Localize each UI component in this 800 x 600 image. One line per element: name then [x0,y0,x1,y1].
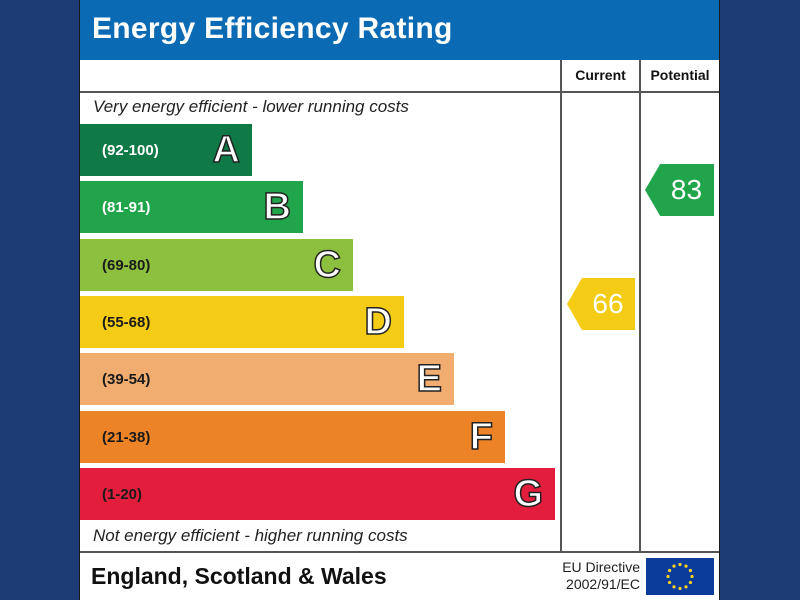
band-e: (39-54) E [80,353,454,405]
band-b: (81-91) B [80,181,303,233]
current-column-divider [560,60,562,552]
band-letter: G [513,472,544,516]
band-letter: A [212,128,241,172]
eu-star [672,585,676,589]
eu-star [672,564,676,568]
energy-rating-card: Energy Efficiency Rating Current Potenti… [79,0,720,600]
band-d: (55-68) D [80,296,404,348]
eu-star [684,585,688,589]
band-letter: C [313,243,342,287]
potential-column-header: Potential [650,67,710,83]
region-label: England, Scotland & Wales [91,563,387,589]
band-f: (21-38) F [80,411,505,463]
eu-star [668,580,672,585]
chart-title: Energy Efficiency Rating [80,0,719,57]
eu-star [678,562,682,567]
band-range: (69-80) [102,256,151,274]
band-letter: F [469,415,494,459]
current-rating-arrow: 66 [567,278,635,330]
eu-directive-line2: 2002/91/EC [566,576,640,592]
column-header-divider [80,91,719,93]
band-range: (92-100) [102,141,159,159]
current-rating-value: 66 [592,288,624,319]
eu-directive: EU Directive 2002/91/EC [548,559,640,593]
eu-flag-stars [666,562,694,591]
band-letter: B [263,185,292,229]
band-letter: E [416,357,443,401]
potential-column-divider [639,60,641,552]
top-caption: Very energy efficient - lower running co… [93,97,409,116]
header-divider [80,57,719,60]
band-range: (39-54) [102,370,151,388]
eu-star [690,574,694,579]
eu-star [666,574,670,579]
band-a: (92-100) A [80,124,252,176]
potential-rating-value: 83 [670,174,703,205]
band-range: (55-68) [102,313,151,331]
eu-star [684,564,688,568]
current-column-header: Current [575,67,626,83]
band-range: (1-20) [102,485,143,503]
bottom-caption: Not energy efficient - higher running co… [93,526,408,545]
eu-directive-line1: EU Directive [562,559,640,575]
band-g: (1-20) G [80,468,555,520]
eu-star [688,580,692,585]
band-range: (81-91) [102,198,151,216]
eu-star [678,586,682,591]
potential-rating-arrow: 83 [645,164,714,216]
eu-star [688,568,692,573]
band-c: (69-80) C [80,239,353,291]
eu-flag-icon [646,558,714,595]
eu-star [668,568,672,573]
band-letter: D [364,300,393,344]
footer-divider [80,551,719,553]
band-range: (21-38) [102,428,151,446]
